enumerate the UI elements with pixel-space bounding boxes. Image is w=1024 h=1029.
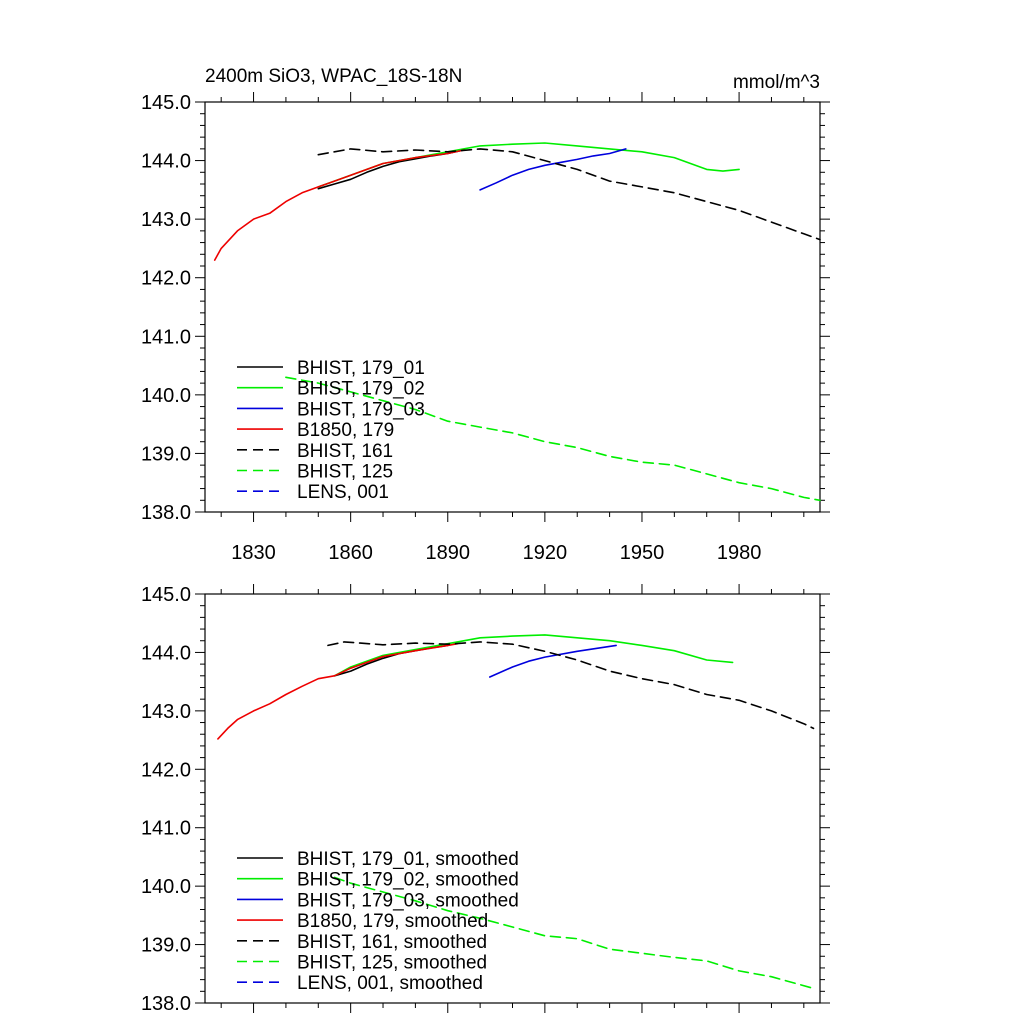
series-line-1 (317, 149, 465, 190)
x-tick-label: 1860 (328, 542, 373, 564)
y-tick-label: 144.0 (141, 642, 191, 664)
x-tick-label: 1980 (717, 542, 762, 564)
legend-label: BHIST, 125, smoothed (297, 953, 487, 974)
series-line-3 (479, 148, 627, 191)
y-tick-label: 143.0 (141, 701, 191, 723)
legend-label: BHIST, 179_01, smoothed (297, 849, 519, 870)
chart-panel-1: 138.0 139.0 140.0 141.0 142.0 143.0 144.0 145.0… (141, 66, 830, 564)
units-label: mmol/m^3 (733, 72, 820, 93)
x-tick-label: 1890 (426, 542, 471, 564)
series-line-5 (317, 148, 821, 241)
y-tick-label: 141.0 (141, 326, 191, 348)
series-line-2 (333, 634, 734, 677)
y-tick-label: 142.0 (141, 268, 191, 290)
y-tick-label: 140.0 (141, 385, 191, 407)
series-line-2 (317, 142, 740, 188)
legend-label: BHIST, 161, smoothed (297, 932, 487, 953)
legend-label: LENS, 001, smoothed (297, 973, 483, 994)
legend-label: BHIST, 161 (297, 441, 393, 462)
series-line-1 (333, 644, 449, 677)
y-tick-label: 140.0 (141, 876, 191, 898)
y-tick-label: 138.0 (141, 993, 191, 1015)
x-tick-label: 1950 (620, 542, 665, 564)
y-tick-label: 138.0 (141, 502, 191, 524)
legend-label: BHIST, 179_02, smoothed (297, 870, 519, 891)
series-line-3 (488, 644, 617, 678)
x-tick-label: 1920 (523, 542, 568, 564)
series-line-6 (285, 376, 821, 502)
series-line-5 (327, 641, 815, 730)
legend-label: BHIST, 179_02 (297, 379, 425, 400)
legend-label: BHIST, 179_03 (297, 399, 425, 420)
chart-title: 2400m SiO3, WPAC_18S-18N (205, 66, 462, 87)
y-tick-label: 145.0 (141, 584, 191, 606)
series-line-4 (213, 149, 465, 261)
legend-label: B1850, 179 (297, 420, 394, 441)
y-tick-label: 139.0 (141, 935, 191, 957)
y-tick-label: 143.0 (141, 209, 191, 231)
legend-label: BHIST, 179_01 (297, 358, 425, 379)
legend-label: B1850, 179, smoothed (297, 911, 488, 932)
x-tick-label: 1830 (231, 542, 276, 564)
series-line-6 (333, 876, 815, 990)
chart-panel-2: 138.0 139.0 140.0 141.0 142.0 143.0 144.0 145.0… (141, 584, 830, 1015)
legend-label: BHIST, 125 (297, 462, 393, 483)
y-tick-label: 141.0 (141, 818, 191, 840)
y-tick-label: 142.0 (141, 759, 191, 781)
legend-label: BHIST, 179_03, smoothed (297, 890, 519, 911)
y-tick-label: 139.0 (141, 443, 191, 465)
legend-label: LENS, 001 (297, 482, 389, 503)
y-tick-label: 144.0 (141, 151, 191, 173)
y-tick-label: 145.0 (141, 92, 191, 114)
series-line-4 (217, 642, 459, 740)
